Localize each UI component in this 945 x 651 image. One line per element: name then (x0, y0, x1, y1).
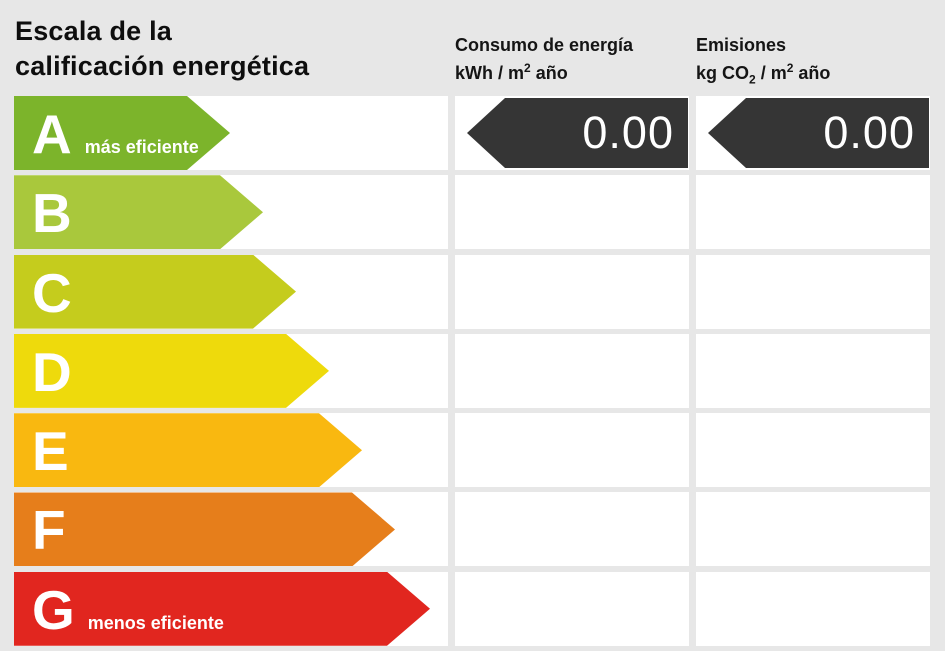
emisiones-cell-G (696, 571, 930, 646)
emisiones-column-header: Emisiones kg CO2 / m2 año (696, 31, 932, 87)
emisiones-header-unit: kg CO2 / m2 año (696, 61, 831, 87)
emisiones-cell-F (696, 492, 930, 567)
emisiones-cell-C (696, 254, 930, 329)
rating-row-C: C (0, 254, 945, 329)
scale-cell-D: D (14, 333, 448, 408)
grade-arrow-F: F (14, 492, 395, 566)
scale-cell-B: B (14, 175, 448, 250)
emisiones-rating-pointer: 0.00 (708, 98, 929, 168)
emisiones-cell-A: 0.00 (696, 96, 930, 170)
consumo-cell-A: 0.00 (455, 96, 689, 170)
grade-arrow-E: E (14, 413, 362, 487)
page-title-line1: Escala de la (15, 16, 173, 46)
consumo-rating-pointer: 0.00 (467, 98, 688, 168)
rating-row-D: D (0, 333, 945, 408)
efficiency-note-A: más eficiente (84, 137, 199, 157)
consumo-header-title: Consumo de energía (455, 35, 634, 55)
page-title: Escala de la calificación energética (15, 14, 309, 84)
grade-letter-E: E (32, 420, 69, 483)
consumo-column-header: Consumo de energía kWh / m2 año (455, 31, 691, 87)
grade-arrow-B: B (14, 175, 263, 249)
consumo-value: 0.00 (582, 107, 674, 158)
grade-arrow-C: C (14, 255, 296, 329)
grade-letter-C: C (32, 261, 72, 324)
page-title-line2: calificación energética (15, 51, 310, 81)
emisiones-cell-D (696, 333, 930, 408)
rating-row-E: E (0, 413, 945, 488)
consumo-cell-C (455, 254, 689, 329)
scale-cell-C: C (14, 254, 448, 329)
grade-letter-A: A (32, 103, 72, 165)
scale-cell-F: F (14, 492, 448, 567)
grade-letter-F: F (32, 499, 66, 562)
consumo-cell-D (455, 333, 689, 408)
grade-letter-B: B (32, 182, 72, 245)
efficiency-note-G: menos eficiente (87, 612, 224, 633)
scale-cell-E: E (14, 413, 448, 488)
energy-rating-panel: Escala de la calificación energética Con… (14, 14, 932, 646)
emisiones-header-title: Emisiones (696, 35, 787, 55)
grade-arrow-D: D (14, 334, 329, 408)
consumo-cell-B (455, 175, 689, 250)
consumo-cell-F (455, 492, 689, 567)
grade-letter-D: D (32, 340, 72, 403)
emisiones-value: 0.00 (823, 107, 915, 158)
consumo-cell-E (455, 413, 689, 488)
grade-letter-G: G (32, 578, 75, 641)
rating-row-F: F (0, 492, 945, 567)
consumo-cell-G (455, 571, 689, 646)
emisiones-cell-E (696, 413, 930, 488)
rating-row-B: B (0, 175, 945, 250)
consumo-header-unit: kWh / m2 año (455, 61, 568, 83)
emisiones-cell-B (696, 175, 930, 250)
